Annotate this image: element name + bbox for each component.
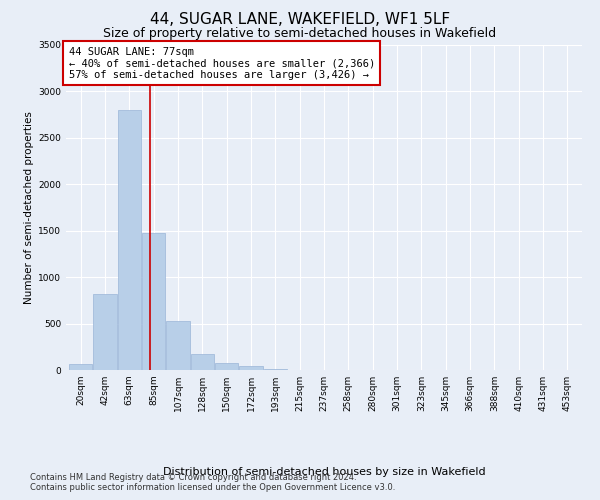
X-axis label: Distribution of semi-detached houses by size in Wakefield: Distribution of semi-detached houses by … — [163, 467, 485, 477]
Bar — [215, 362, 238, 370]
Bar — [142, 232, 165, 370]
Text: Size of property relative to semi-detached houses in Wakefield: Size of property relative to semi-detach… — [103, 28, 497, 40]
Bar — [94, 294, 116, 370]
Y-axis label: Number of semi-detached properties: Number of semi-detached properties — [24, 111, 34, 304]
Text: 44, SUGAR LANE, WAKEFIELD, WF1 5LF: 44, SUGAR LANE, WAKEFIELD, WF1 5LF — [150, 12, 450, 28]
Text: Contains public sector information licensed under the Open Government Licence v3: Contains public sector information licen… — [30, 484, 395, 492]
Bar — [191, 354, 214, 370]
Bar — [69, 364, 92, 370]
Bar — [239, 366, 263, 370]
Bar — [118, 110, 141, 370]
Text: Contains HM Land Registry data © Crown copyright and database right 2024.: Contains HM Land Registry data © Crown c… — [30, 472, 356, 482]
Bar — [166, 321, 190, 370]
Text: 44 SUGAR LANE: 77sqm
← 40% of semi-detached houses are smaller (2,366)
57% of se: 44 SUGAR LANE: 77sqm ← 40% of semi-detac… — [68, 46, 375, 80]
Bar — [264, 369, 287, 370]
